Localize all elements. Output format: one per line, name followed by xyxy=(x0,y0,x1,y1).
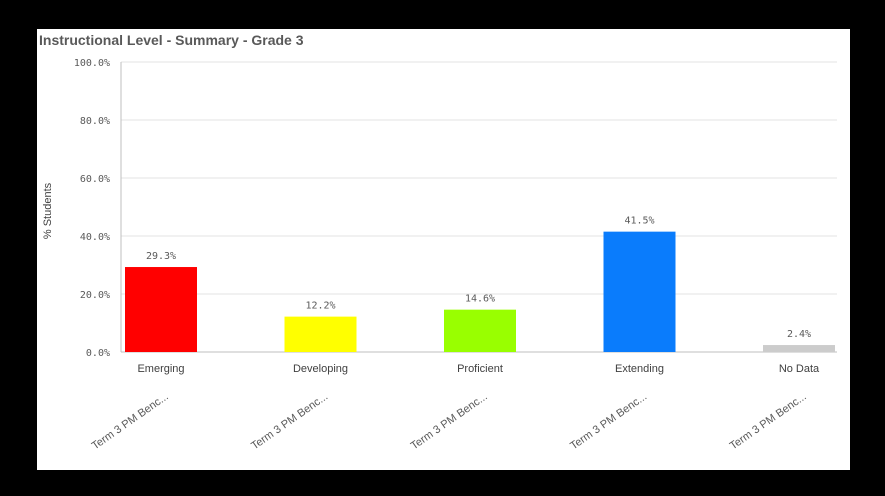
data-label: 41.5% xyxy=(624,216,654,227)
x-group-label: Term 3 PM Benc... xyxy=(409,391,490,453)
x-category-label: Developing xyxy=(293,363,348,375)
data-label: 12.2% xyxy=(305,301,335,312)
y-axis-title: % Students xyxy=(42,182,54,239)
bar xyxy=(763,345,835,352)
x-group-label: Term 3 PM Benc... xyxy=(90,391,171,453)
chart-panel: Instructional Level - Summary - Grade 3 … xyxy=(37,29,850,470)
y-tick-label: 80.0% xyxy=(80,116,110,127)
y-tick-label: 40.0% xyxy=(80,232,110,243)
y-tick-label: 20.0% xyxy=(80,290,110,301)
data-label: 2.4% xyxy=(787,329,811,340)
bar-chart: 0.0% 20.0% 40.0% 60.0% 80.0% 100.0% % Students… xyxy=(42,58,837,453)
data-label: 29.3% xyxy=(146,251,176,262)
bar xyxy=(125,267,197,352)
bar xyxy=(444,309,516,352)
bar xyxy=(603,231,676,352)
x-group-label: Term 3 PM Benc... xyxy=(568,391,649,453)
x-category-label: Emerging xyxy=(137,363,184,375)
data-label: 14.6% xyxy=(465,294,495,305)
bar xyxy=(284,316,357,352)
x-group-label: Term 3 PM Benc... xyxy=(728,391,809,453)
x-group-label: Term 3 PM Benc... xyxy=(249,391,330,453)
x-category-label: No Data xyxy=(779,363,820,375)
chart-title: Instructional Level - Summary - Grade 3 xyxy=(39,32,304,48)
y-tick-label: 60.0% xyxy=(80,174,110,185)
x-category-label: Extending xyxy=(615,363,664,375)
y-tick-label: 0.0% xyxy=(86,348,110,359)
y-tick-label: 100.0% xyxy=(74,58,110,69)
x-category-label: Proficient xyxy=(457,363,503,375)
